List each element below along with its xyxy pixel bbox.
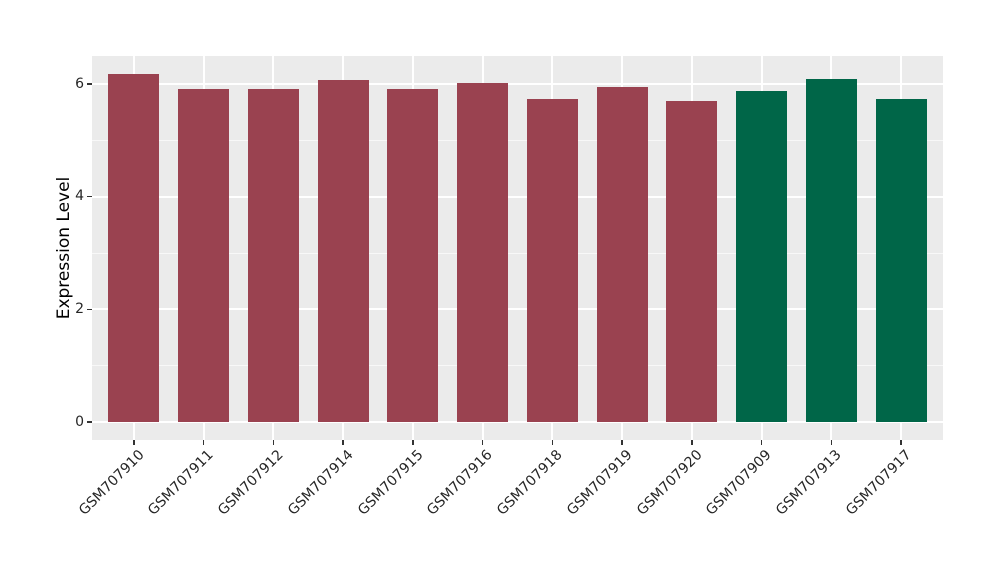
x-tick-GSM707918 [551,440,554,445]
y-tick-0 [87,421,92,423]
gridline-y-minor-1 [92,365,943,367]
gridline-y-6 [92,83,943,86]
bar-GSM707913 [805,78,857,422]
x-tick-label-GSM707911: GSM707911 [145,447,217,519]
x-tick-GSM707913 [830,440,833,445]
x-tick-label-GSM707909: GSM707909 [703,447,775,519]
x-tick-GSM707919 [621,440,623,445]
bar-GSM707912 [247,88,299,422]
x-tick-GSM707910 [133,440,135,445]
gridline-y-0 [92,421,943,423]
bar-GSM707916 [457,82,509,422]
y-tick-label-6: 6 [75,75,84,92]
bar-GSM707915 [387,88,439,422]
x-tick-label-GSM707915: GSM707915 [354,447,427,519]
x-tick-label-GSM707918: GSM707918 [494,447,566,519]
x-tick-GSM707912 [272,440,275,445]
y-tick-4 [87,195,92,198]
x-tick-GSM707915 [412,440,414,445]
x-tick-label-GSM707914: GSM707914 [284,447,357,519]
gridline-y-minor-5 [92,139,943,141]
gridline-y-2 [92,308,943,311]
bar-GSM707918 [526,99,578,422]
gridline-y-minor-3 [92,252,943,254]
bar-GSM707910 [108,73,160,422]
x-tick-label-GSM707916: GSM707916 [424,447,496,519]
x-tick-GSM707909 [760,440,763,445]
x-tick-label-GSM707917: GSM707917 [842,447,915,519]
bar-GSM707920 [666,101,718,422]
x-tick-label-GSM707920: GSM707920 [633,447,706,519]
bar-GSM707917 [875,99,927,422]
y-tick-label-2: 2 [75,300,84,317]
plot-panel [92,56,943,440]
x-tick-label-GSM707912: GSM707912 [215,447,287,519]
bar-GSM707914 [317,79,369,422]
x-tick-label-GSM707919: GSM707919 [563,447,636,519]
y-tick-label-0: 0 [75,413,84,430]
y-tick-6 [87,83,92,85]
bar-GSM707909 [736,90,788,422]
x-tick-label-GSM707913: GSM707913 [773,447,845,519]
x-tick-GSM707914 [342,440,344,445]
x-tick-GSM707911 [202,440,205,445]
bar-GSM707911 [178,88,230,422]
gridline-y-4 [92,195,943,198]
bar-GSM707919 [596,87,648,422]
x-tick-GSM707916 [481,440,484,445]
x-tick-label-GSM707910: GSM707910 [75,447,148,519]
y-tick-label-4: 4 [75,188,84,205]
x-tick-GSM707920 [691,440,693,445]
y-tick-2 [87,308,92,311]
x-tick-GSM707917 [900,440,902,445]
